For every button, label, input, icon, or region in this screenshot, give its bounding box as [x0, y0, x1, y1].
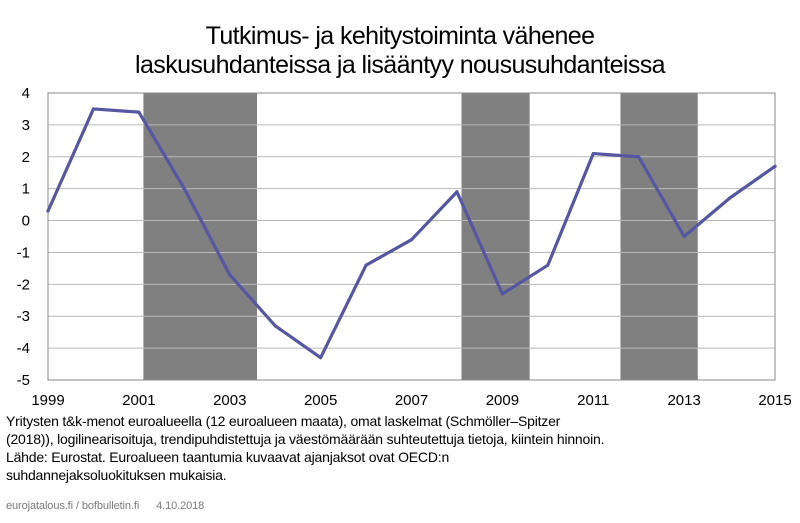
recession-band	[461, 93, 530, 380]
data-point	[91, 107, 96, 111]
y-tick-label: -4	[17, 340, 30, 357]
y-tick-label: 4	[22, 85, 30, 102]
x-tick-label: 2005	[304, 392, 337, 409]
x-tick-label: 2003	[213, 392, 246, 409]
x-tick-label: 2015	[758, 392, 791, 409]
gridlines	[48, 124, 775, 349]
plot-area-frame	[47, 92, 776, 381]
y-tick-label: -3	[17, 308, 30, 325]
chart-title-line-1: Tutkimus- ja kehitystoiminta vähenee	[205, 22, 595, 50]
caption-line-1: Yritysten t&k-menot euroalueella (12 eur…	[6, 413, 561, 429]
chart-title-line-2: laskusuhdanteissa ja lisääntyy noususuhd…	[135, 51, 666, 79]
data-point	[228, 273, 232, 277]
line-chart: 4 3 2 1 0 -1 -2 -3 -4 -5 1999 2001 2003 2005 2007 2009…	[17, 85, 792, 409]
recession-band	[143, 93, 258, 380]
footer-credit: eurojatalous.fi / bofbulletin.fi 4.10.20…	[6, 500, 204, 512]
y-tick-label: -2	[17, 276, 30, 293]
data-point	[591, 151, 595, 156]
data-point	[409, 238, 414, 242]
y-tick-label: -1	[17, 244, 30, 261]
footer-date: 4.10.2018	[156, 500, 205, 512]
y-axis-tick-labels: 4 3 2 1 0 -1 -2 -3 -4 -5	[17, 85, 30, 389]
data-point	[546, 263, 550, 267]
y-tick-label: 3	[22, 117, 30, 134]
x-tick-label: 2009	[486, 392, 519, 409]
data-point	[273, 324, 277, 328]
data-point	[727, 196, 732, 200]
data-point	[46, 209, 50, 213]
footer-source: eurojatalous.fi / bofbulletin.fi	[6, 500, 140, 512]
caption-line-3: Lähde: Eurostat. Euroalueen taantumia ku…	[6, 449, 450, 465]
x-tick-label: 2007	[395, 392, 428, 409]
data-point	[500, 292, 504, 296]
chart-caption: Yritysten t&k-menot euroalueella (12 eur…	[6, 412, 796, 484]
data-point	[773, 164, 777, 168]
data-point	[682, 234, 686, 239]
y-tick-label: 1	[22, 181, 30, 198]
y-tick-label: 2	[22, 149, 30, 166]
x-axis-tick-labels: 1999 2001 2003 2005 2007 2009 2011 2013 2015	[31, 392, 791, 409]
x-tick-label: 2011	[577, 392, 609, 409]
x-tick-label: 2013	[667, 392, 700, 409]
caption-line-4: suhdannejaksoluokituksen mukaisia.	[6, 467, 227, 483]
data-point	[182, 187, 186, 191]
data-point	[455, 190, 459, 194]
data-point	[137, 110, 141, 114]
chart-title: Tutkimus- ja kehitystoiminta vähenee las…	[0, 22, 800, 80]
x-tick-label: 1999	[31, 392, 64, 409]
y-tick-label: 0	[22, 213, 30, 230]
recession-bands	[143, 93, 698, 380]
data-point	[319, 356, 323, 360]
x-tick-label: 2001	[122, 392, 155, 409]
data-point	[364, 263, 368, 267]
series-lines	[46, 107, 777, 360]
caption-line-2: (2018)), logilinearisoituja, trendipuhdi…	[6, 431, 605, 447]
data-point	[637, 155, 641, 159]
y-tick-label: -5	[17, 372, 30, 389]
